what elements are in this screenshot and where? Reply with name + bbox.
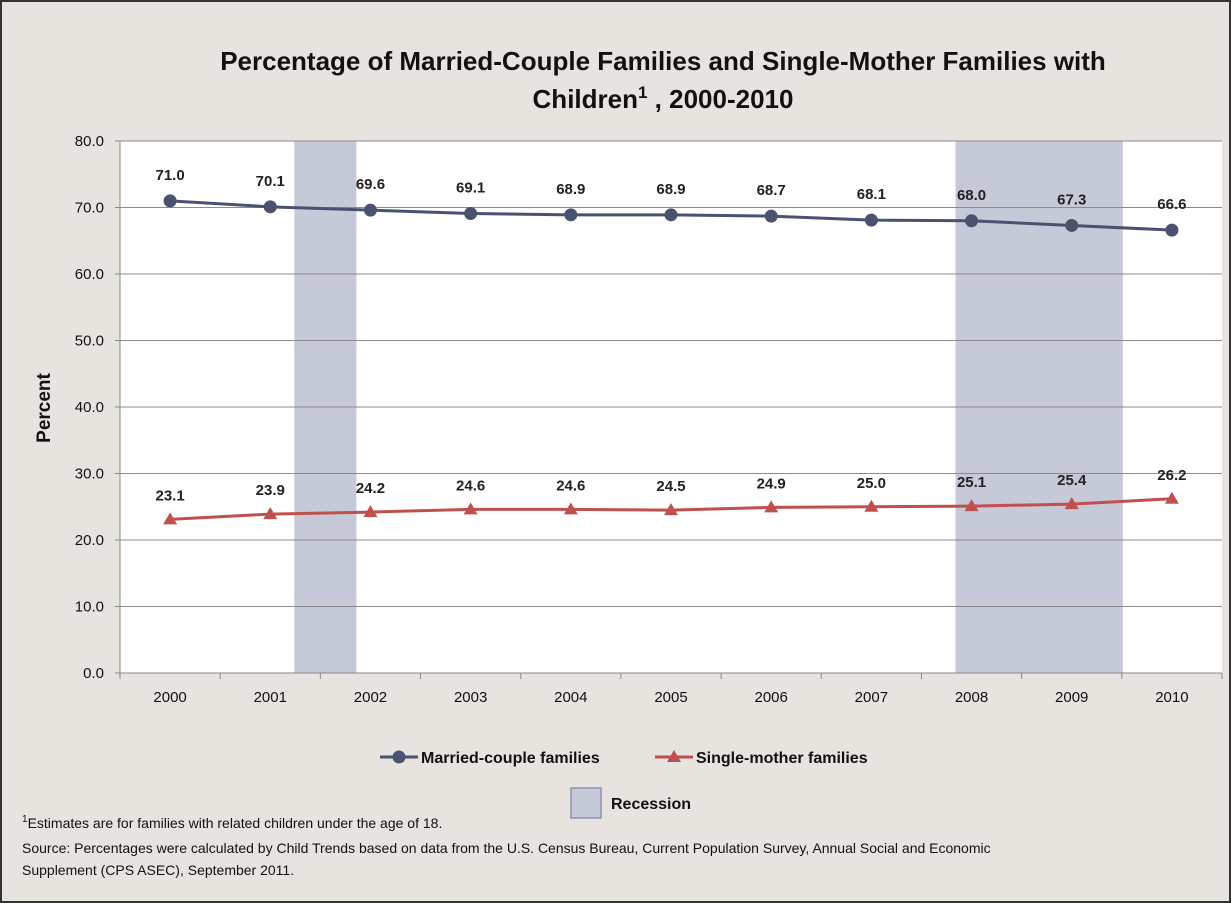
y-tick-label: 80.0 — [75, 133, 104, 150]
data-label: 24.5 — [656, 478, 685, 495]
y-tick-label: 10.0 — [75, 599, 104, 616]
y-tick-label: 0.0 — [83, 665, 104, 682]
data-label: 24.2 — [356, 480, 385, 497]
chart-title: Children — [533, 84, 638, 114]
data-point — [664, 503, 678, 516]
x-tick-label: 2000 — [153, 689, 186, 706]
data-point — [163, 194, 177, 208]
title-superscript: 1 — [638, 83, 647, 102]
x-tick-label: 2010 — [1155, 689, 1188, 706]
legend-marker — [392, 750, 406, 764]
legend-label: Recession — [611, 796, 691, 813]
legend-recession-swatch — [570, 787, 602, 819]
data-point — [463, 502, 478, 515]
x-tick-label: 2005 — [654, 689, 687, 706]
x-tick-label: 2008 — [955, 689, 988, 706]
footnote: 1Estimates are for families with related… — [22, 814, 442, 831]
x-tick-label: 2001 — [254, 689, 287, 706]
x-tick-label: 2002 — [354, 689, 387, 706]
data-label: 68.7 — [757, 182, 786, 199]
data-point — [563, 502, 578, 515]
legend-label: Married-couple families — [421, 750, 600, 767]
data-label: 70.1 — [256, 173, 285, 190]
data-label: 25.1 — [957, 474, 986, 491]
footnote-text: Estimates are for families with related … — [28, 815, 443, 831]
data-label: 23.1 — [155, 487, 184, 504]
data-point — [764, 500, 779, 513]
data-point — [965, 214, 979, 228]
y-tick-label: 20.0 — [75, 532, 104, 549]
data-point — [1165, 223, 1179, 237]
data-point — [864, 499, 879, 512]
data-point — [263, 200, 277, 214]
data-point — [1164, 491, 1179, 504]
data-label: 69.6 — [356, 176, 385, 193]
chart-title: Percentage of Married-Couple Families an… — [220, 46, 1106, 76]
data-point — [564, 208, 578, 222]
data-point — [464, 206, 478, 220]
legend-label: Single-mother families — [696, 750, 868, 767]
data-label: 24.9 — [757, 475, 786, 492]
x-tick-label: 2007 — [855, 689, 888, 706]
data-label: 66.6 — [1157, 196, 1186, 213]
data-point — [864, 213, 878, 227]
data-label: 68.1 — [857, 186, 886, 203]
data-point — [1065, 218, 1079, 232]
data-point — [964, 499, 979, 512]
x-tick-label: 2009 — [1055, 689, 1088, 706]
data-label: 68.0 — [957, 187, 986, 204]
source: Supplement (CPS ASEC), September 2011. — [22, 862, 294, 878]
data-label: 25.4 — [1057, 472, 1087, 489]
data-point — [664, 208, 678, 222]
x-tick-label: 2003 — [454, 689, 487, 706]
data-label: 25.0 — [857, 475, 886, 492]
plot: 0.0 10.0 20.0 30.0 40.0 50.0 60.0 70.0 80.0 2000 2… — [75, 133, 1223, 706]
data-label: 23.9 — [256, 482, 285, 499]
y-tick-label: 50.0 — [75, 333, 104, 350]
data-point — [764, 209, 778, 223]
footnote-marker: 1 — [22, 814, 28, 825]
data-point — [1064, 497, 1079, 510]
y-tick-label: 70.0 — [75, 200, 104, 217]
data-label: 69.1 — [456, 179, 485, 196]
y-axis-label: Percent — [34, 372, 55, 442]
data-label: 24.6 — [556, 477, 585, 494]
y-tick-label: 60.0 — [75, 266, 104, 283]
data-point — [363, 203, 377, 217]
chart-title: Children1 , 2000-2010 — [533, 83, 794, 114]
data-label: 24.6 — [456, 477, 485, 494]
source: Source: Percentages were calculated by C… — [22, 840, 991, 856]
y-tick-label: 40.0 — [75, 399, 104, 416]
data-label: 68.9 — [556, 181, 585, 198]
title-suffix: , 2000-2010 — [647, 84, 793, 114]
legend-marker — [667, 750, 681, 762]
data-point — [363, 505, 378, 518]
data-label: 67.3 — [1057, 191, 1086, 208]
x-tick-label: 2004 — [554, 689, 587, 706]
data-label: 26.2 — [1157, 467, 1186, 484]
data-point — [263, 507, 278, 520]
data-label: 68.9 — [656, 181, 685, 198]
x-tick-label: 2006 — [754, 689, 787, 706]
data-point — [163, 512, 178, 525]
data-label: 71.0 — [155, 167, 184, 184]
y-tick-label: 30.0 — [75, 466, 104, 483]
